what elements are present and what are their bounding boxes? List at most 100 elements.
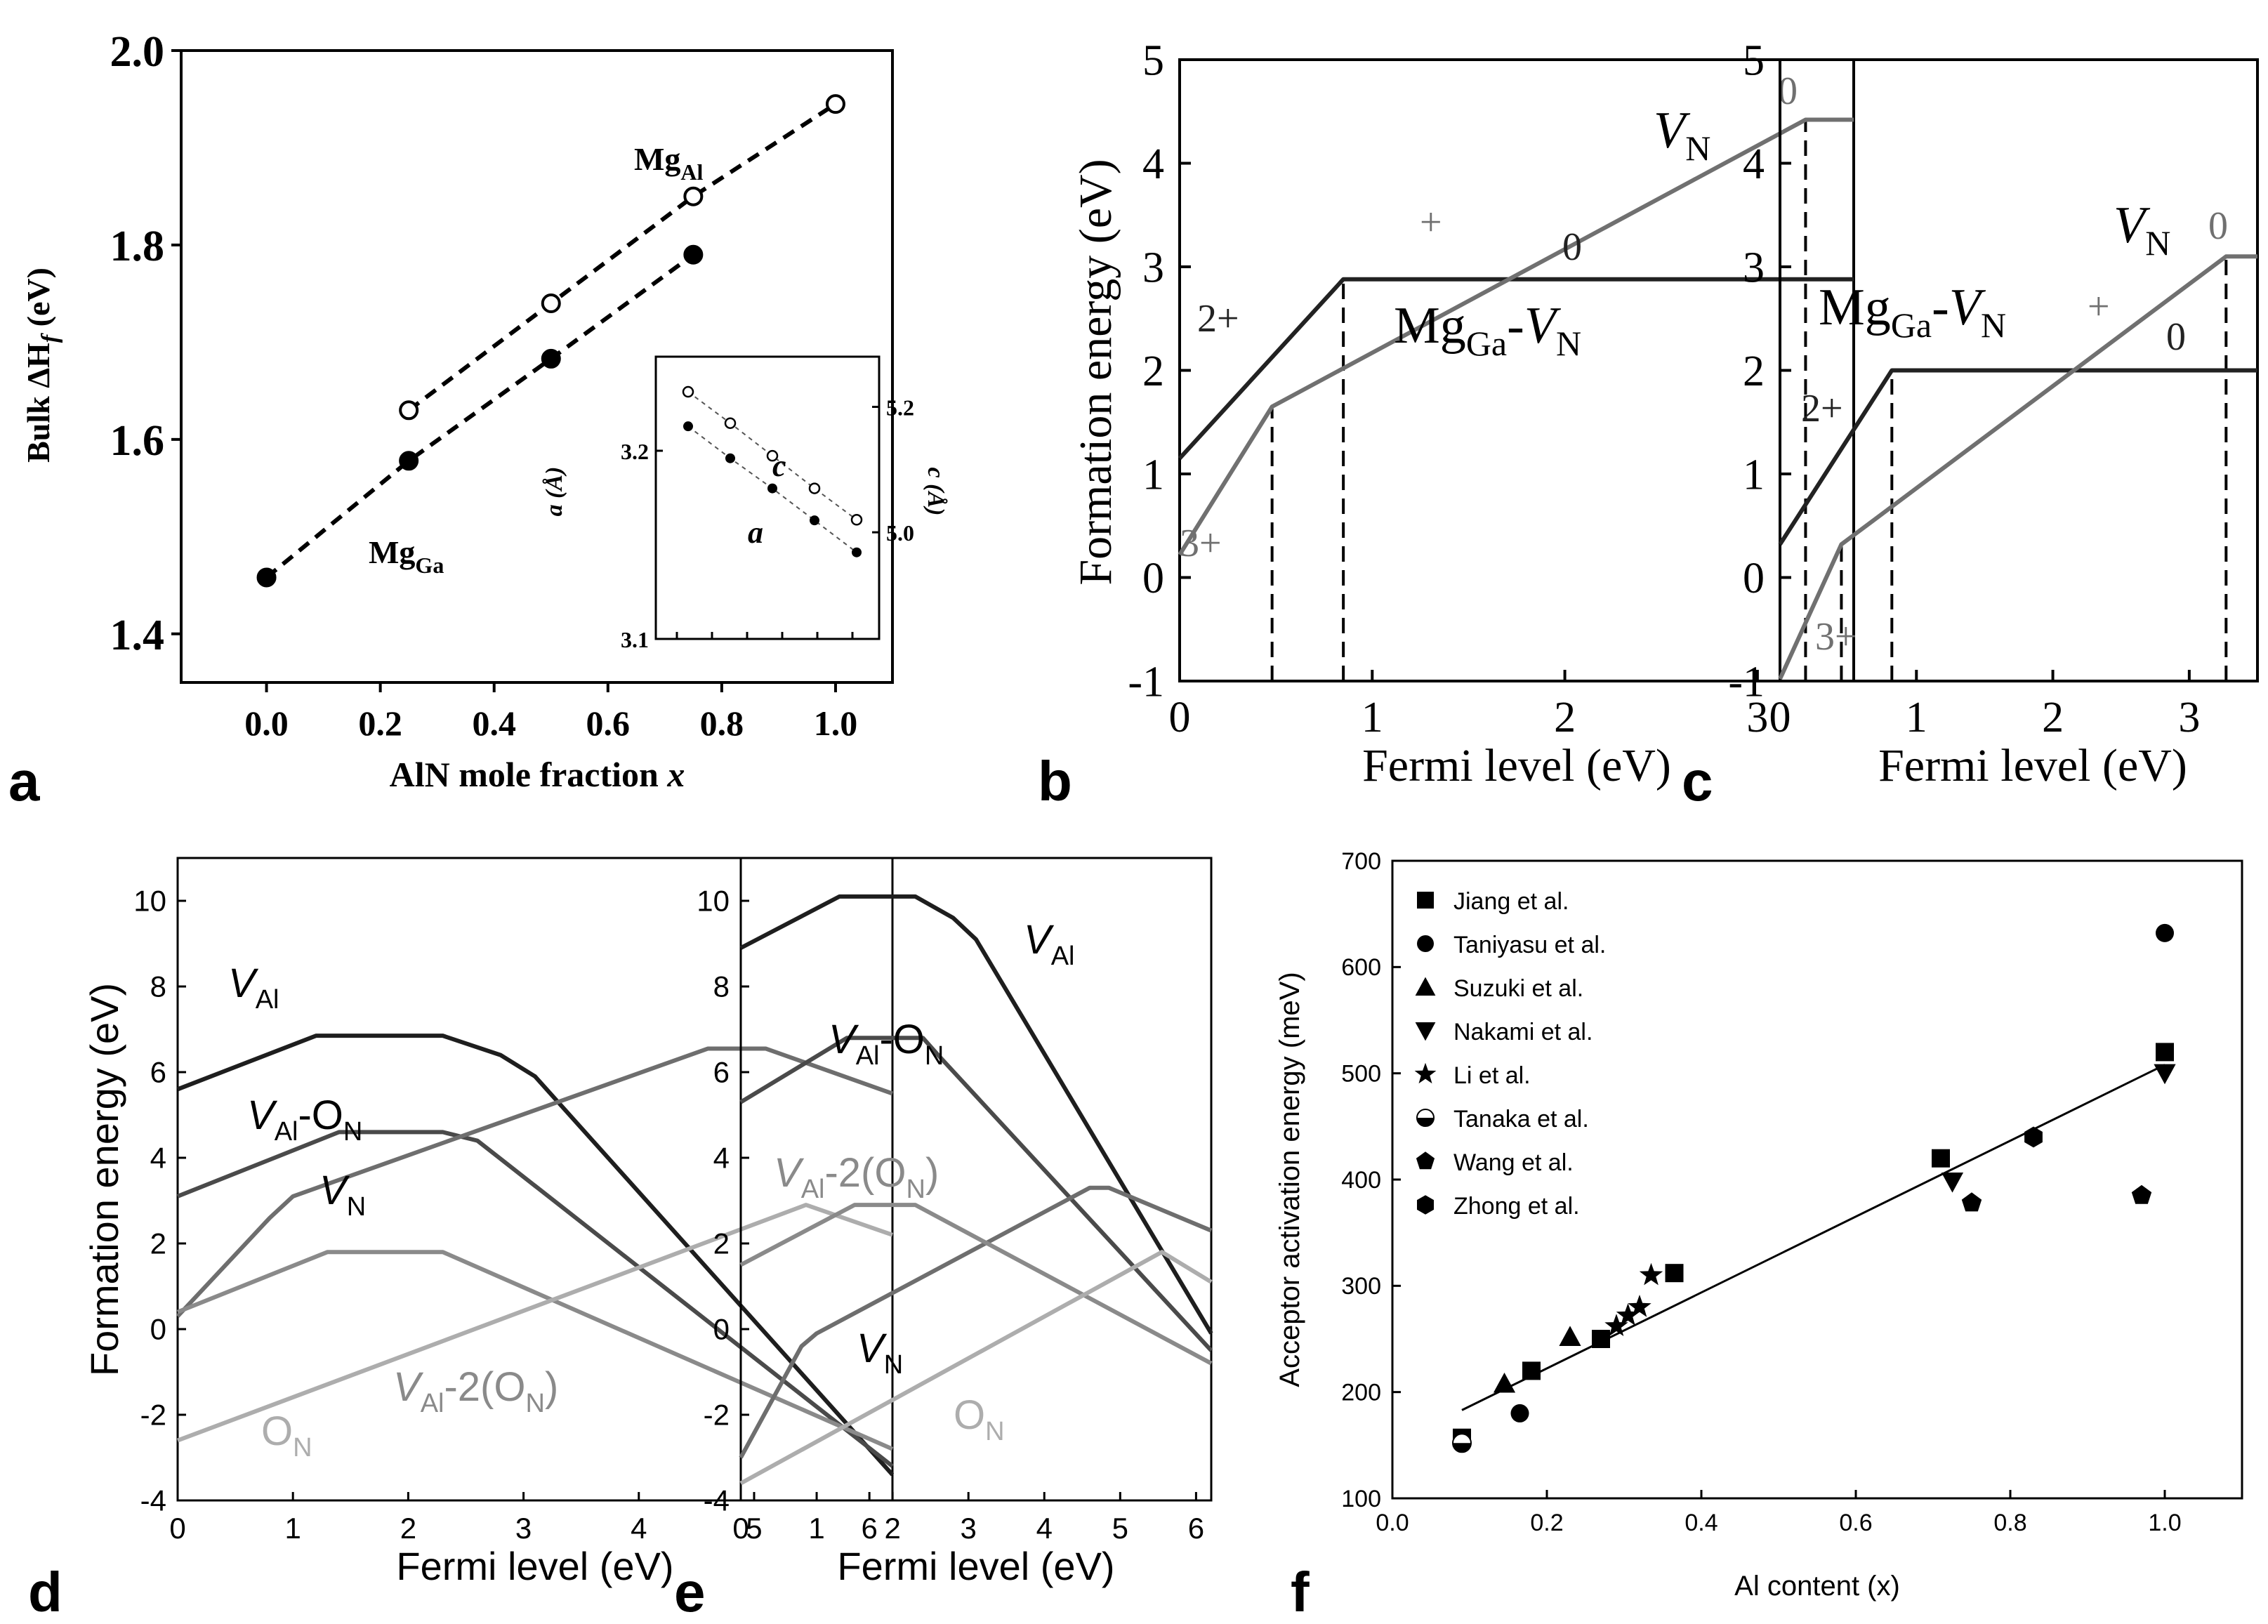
d-curve-v-al <box>176 1034 895 1477</box>
f-data-point-square <box>2156 1043 2174 1062</box>
a-xtick-label: 0.0 <box>244 704 289 743</box>
a-label-mgal: MgAl <box>634 141 704 185</box>
f-y-axis-title: Acceptor activation energy (meV) <box>1274 972 1305 1387</box>
f-ytick-label: 600 <box>1341 954 1381 981</box>
c-xtick-label: 2 <box>2042 694 2064 741</box>
b-curve-mg-ga-v-n <box>1178 277 1854 460</box>
f-ytick-label: 500 <box>1341 1061 1381 1088</box>
e-curve-v-al-o-n <box>739 1036 1213 1352</box>
d-xtick-label: 2 <box>400 1512 416 1545</box>
f-xtick-label: 0.0 <box>1376 1510 1409 1536</box>
b-ytick-label: 4 <box>1142 140 1164 188</box>
d-xtick-label: 3 <box>515 1512 532 1545</box>
a-data-point <box>541 348 561 369</box>
f-legend-label: Jiang et al. <box>1453 888 1569 915</box>
a-inset-c-point <box>724 417 737 429</box>
f-ytick-label: 700 <box>1341 848 1381 875</box>
d-curve-v-al-2-o-n- <box>176 1250 894 1451</box>
a-y-axis-title: Bulk ΔHf (eV) <box>20 268 63 463</box>
e-ytick-label: -2 <box>704 1399 730 1432</box>
d-xtick-label: 0 <box>169 1512 185 1545</box>
panel-label-c: c <box>1682 750 1713 812</box>
d-ytick-label: 0 <box>150 1313 166 1346</box>
b-x-axis-title: Fermi level (eV) <box>1362 740 1671 791</box>
d-curve-o-n <box>176 1203 893 1443</box>
d-species-vn: VN <box>319 1168 366 1222</box>
c-ytick-label: 2 <box>1743 348 1765 395</box>
e-curve-v-al-2-o-n- <box>739 1203 1213 1366</box>
a-data-point <box>825 94 845 114</box>
a-inset-frame <box>654 355 881 640</box>
c-xtick-label: 1 <box>1906 694 1927 741</box>
c-charge-label-2plus: 2+ <box>1801 387 1843 430</box>
f-data-point-triangle-up <box>1493 1372 1516 1393</box>
f-data-point-star <box>1616 1303 1640 1326</box>
e-species-on: ON <box>954 1392 1005 1446</box>
b-curve-v-n <box>1178 117 1854 556</box>
a-xtick-label: 1.0 <box>814 704 858 743</box>
e-ytick-label: 8 <box>713 970 730 1003</box>
e-ytick-label: 0 <box>713 1313 730 1346</box>
f-xtick-label: 1.0 <box>2148 1510 2181 1536</box>
e-x-axis-title: Fermi level (eV) <box>837 1544 1114 1588</box>
f-x-axis-title: Al content (x) <box>1734 1571 1900 1602</box>
panel-label-b: b <box>1038 750 1072 812</box>
b-xtick-label: 1 <box>1362 694 1383 741</box>
e-species-val-2on: VAl-2(ON) <box>774 1150 939 1204</box>
f-data-point-star <box>1628 1295 1651 1317</box>
f-legend-marker-hexagon <box>1417 1195 1434 1215</box>
a-xtick-label: 0.4 <box>472 704 516 743</box>
a-inset-rtick-label: 5.0 <box>886 520 914 546</box>
f-legend-label: Nakami et al. <box>1453 1019 1593 1045</box>
d-xtick-label: 6 <box>861 1512 877 1545</box>
c-charge-label-plus: + <box>2088 285 2110 329</box>
f-legend-label: Wang et al. <box>1453 1149 1574 1176</box>
e-xtick-label: 5 <box>1112 1512 1128 1545</box>
d-ytick-label: 4 <box>150 1142 166 1175</box>
f-ytick-label: 400 <box>1341 1167 1381 1194</box>
d-ytick-label: 8 <box>150 970 166 1003</box>
a-series-line-mg-al <box>407 102 837 412</box>
b-ytick-label: -1 <box>1128 659 1164 706</box>
a-inset-c-label: c <box>772 449 786 483</box>
e-xtick-label: 2 <box>884 1512 900 1545</box>
c-ytick-label: 0 <box>1743 555 1765 602</box>
b-xtick-label: 3 <box>1746 694 1768 741</box>
f-legend-label: Zhong et al. <box>1453 1193 1580 1220</box>
e-ytick-label: -4 <box>704 1484 730 1517</box>
f-legend-marker-triangle-down <box>1415 1022 1436 1041</box>
a-inset-a-point <box>852 547 862 557</box>
f-legend-label: Li et al. <box>1453 1062 1531 1089</box>
d-ytick-label: 6 <box>150 1056 166 1089</box>
c-ytick-label: 5 <box>1743 37 1765 85</box>
a-ytick-label: 1.8 <box>110 223 165 270</box>
b-xtick-label: 2 <box>1554 694 1576 741</box>
a-inset-a-point <box>683 421 693 432</box>
a-inset-c-point <box>850 514 863 526</box>
c-curve-mg-ga-v-n <box>1778 368 2257 546</box>
panel-d-frame <box>176 857 894 1502</box>
f-legend-marker-pentagon <box>1416 1151 1435 1170</box>
d-curve-v-al-o-n <box>176 1130 894 1468</box>
e-ytick-label: 2 <box>713 1227 730 1260</box>
a-xtick-label: 0.8 <box>700 704 744 743</box>
f-data-point-triangle-up <box>1559 1326 1581 1346</box>
a-label-mgga: MgGa <box>369 534 444 578</box>
a-inset-ltick-label: 3.2 <box>621 439 649 464</box>
e-curve-v-al <box>739 894 1213 1335</box>
a-series-line-mg-ga <box>265 253 695 579</box>
a-inset-a-point <box>725 453 735 463</box>
panel-label-a: a <box>8 750 40 812</box>
panel-a: 0.0 0.2 0.4 0.6 0.8 1.0 1.4 1.6 1.8 2.0 MgAl MgG… <box>20 28 949 794</box>
a-ytick-label: 1.6 <box>110 417 165 465</box>
f-data-point-triangle-down <box>2154 1064 2176 1085</box>
f-data-point-star <box>1604 1314 1628 1336</box>
e-ytick-label: 10 <box>697 885 730 918</box>
e-ytick-label: 4 <box>713 1142 730 1175</box>
a-data-point <box>683 244 704 265</box>
f-legend-label: Tanaka et al. <box>1453 1106 1589 1133</box>
d-curve-v-n <box>176 1046 894 1318</box>
